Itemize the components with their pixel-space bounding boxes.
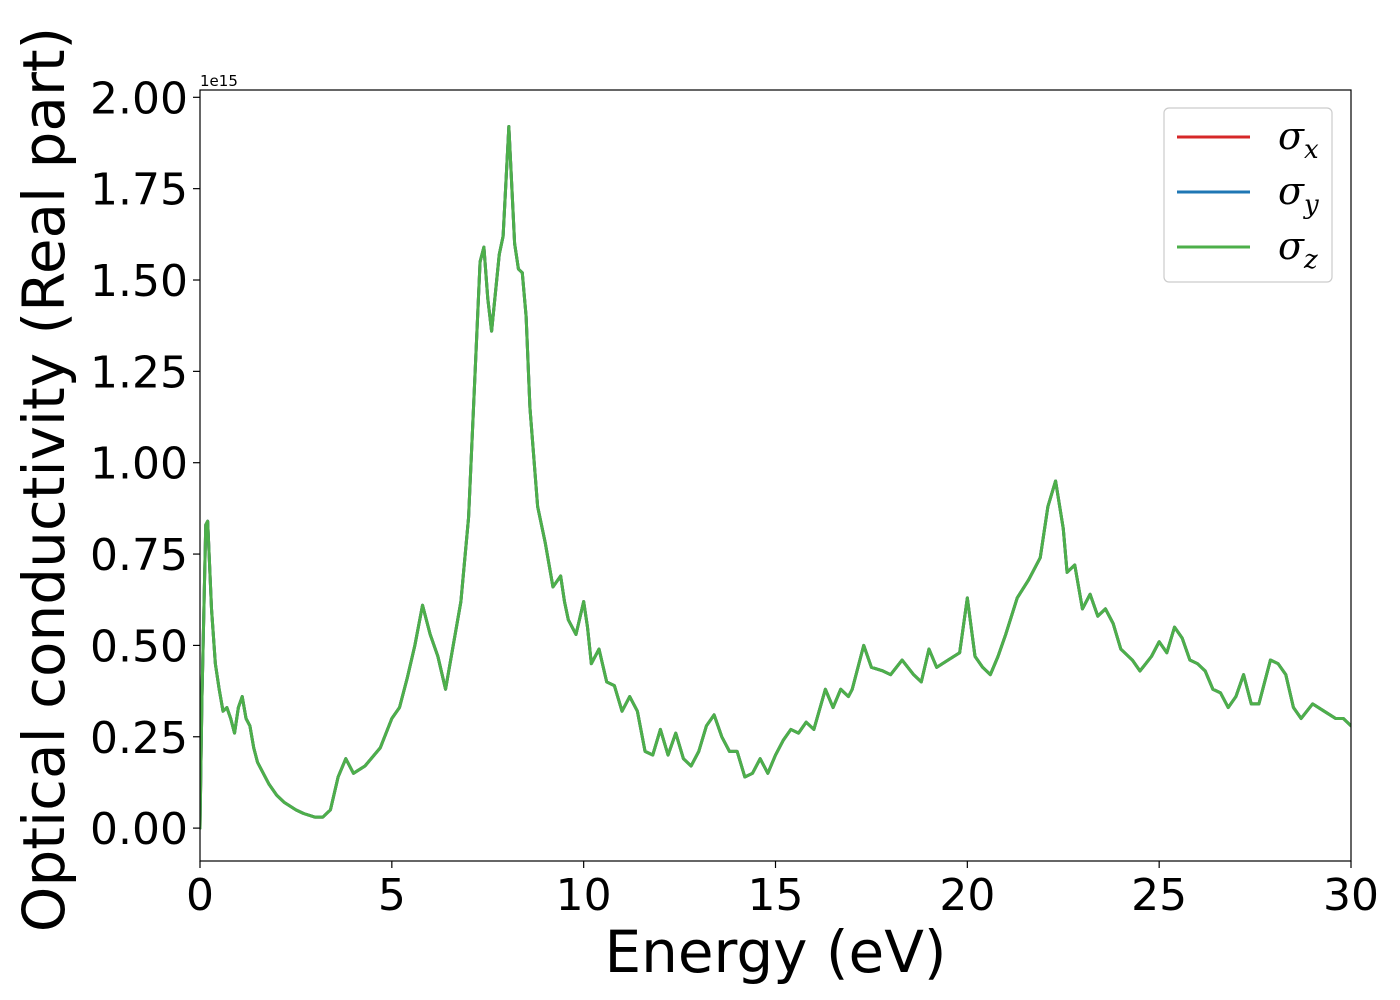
- y-tick-label: 1.50: [90, 256, 188, 307]
- y-tick-label: 1.00: [90, 439, 188, 490]
- y-tick-label: 2.00: [90, 73, 188, 124]
- legend-box: [1163, 107, 1333, 283]
- x-tick-label: 0: [186, 870, 214, 921]
- plot-area: [200, 125, 1351, 830]
- series-line-sigma-z: [200, 125, 1351, 830]
- x-tick-label: 15: [748, 870, 804, 921]
- y-tick-label: 0.25: [90, 713, 188, 764]
- x-tick-label: 5: [378, 870, 406, 921]
- y-tick-label: 0.50: [90, 621, 188, 672]
- x-tick-label: 10: [556, 870, 612, 921]
- y-axis-title: Optical conductivity (Real part): [10, 27, 78, 932]
- y-offset-label: 1e15: [200, 72, 238, 90]
- x-axis-title: Energy (eV): [604, 918, 946, 986]
- legend-subscript: z: [1303, 245, 1318, 275]
- legend-subscript: y: [1303, 190, 1319, 220]
- x-tick-label: 25: [1131, 870, 1187, 921]
- y-tick-label: 0.00: [90, 804, 188, 855]
- x-tick-label: 30: [1323, 870, 1379, 921]
- y-tick-label: 1.25: [90, 347, 188, 398]
- y-tick-label: 1.75: [90, 165, 188, 216]
- legend-subscript: x: [1304, 135, 1319, 165]
- x-tick-label: 20: [939, 870, 995, 921]
- y-tick-label: 0.75: [90, 530, 188, 581]
- axes: 0 5 10 15 20 25 30 0.00 0.25 0.50 0.75 1.00 1.25 1.50…: [90, 73, 1379, 921]
- legend-label-sigma-y: σy: [1278, 169, 1319, 220]
